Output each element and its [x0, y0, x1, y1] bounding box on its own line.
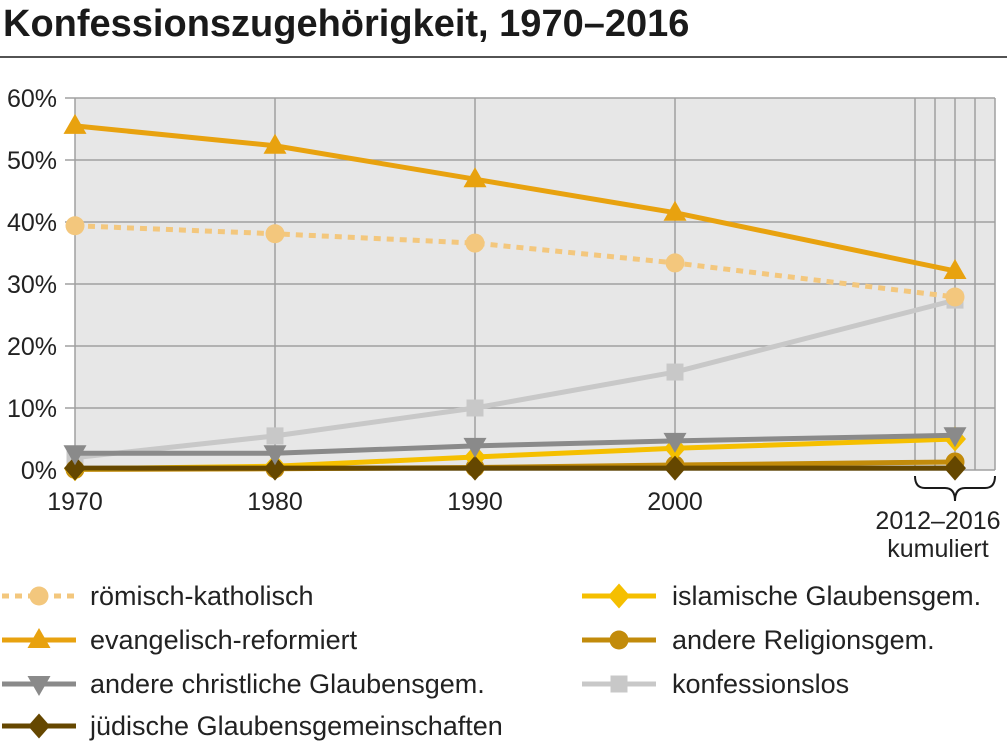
data-point-konfessionslos-3 — [666, 363, 684, 381]
chart-title: Konfessionszugehörigkeit, 1970–2016 — [3, 3, 689, 45]
legend-label-islamische-glaubensgem: islamische Glaubensgem. — [672, 581, 981, 611]
y-tick-label: 0% — [21, 457, 57, 485]
x-tick-label: 2000 — [647, 488, 703, 516]
data-point-juedische-glaubensgemeinschaften-4 — [944, 455, 966, 481]
period-brace — [914, 475, 996, 502]
data-point-andere-christliche-glaubensgem-0 — [63, 445, 87, 466]
y-axis: 0% 10% 20% 30% 40% 50% 60% — [7, 85, 57, 485]
data-point-roemisch-katholisch-1 — [265, 224, 285, 244]
legend-label-evangelisch-reformiert: evangelisch-reformiert — [90, 625, 358, 655]
legend-item-evangelisch-reformiert: evangelisch-reformiert — [2, 625, 358, 655]
y-tick-label: 50% — [7, 147, 57, 175]
y-tick-label: 40% — [7, 209, 57, 237]
series-roemisch-katholisch — [65, 216, 965, 307]
legend-item-andere-religionsgem: andere Religionsgem. — [582, 625, 935, 655]
x-period-note: kumuliert — [887, 535, 988, 563]
legend-item-roemisch-katholisch: römisch-katholisch — [2, 581, 314, 611]
x-tick-label: 1980 — [247, 488, 303, 516]
legend-item-islamische-glaubensgem: islamische Glaubensgem. — [582, 581, 981, 611]
legend-marker-islamische-glaubensgem — [608, 583, 630, 609]
data-point-konfessionslos-1 — [266, 427, 284, 445]
data-point-roemisch-katholisch-3 — [665, 253, 685, 273]
data-point-andere-christliche-glaubensgem-2 — [463, 437, 487, 458]
data-point-evangelisch-reformiert-2 — [463, 167, 487, 188]
legend-marker-andere-christliche-glaubensgem — [27, 676, 51, 696]
legend-item-konfessionslos: konfessionslos — [582, 669, 849, 699]
legend-item-andere-christliche-glaubensgem: andere christliche Glaubensgem. — [2, 669, 485, 699]
series-andere-christliche-glaubensgem — [63, 427, 967, 466]
legend-marker-konfessionslos — [610, 675, 628, 693]
data-point-juedische-glaubensgemeinschaften-2 — [464, 455, 486, 481]
y-tick-label: 20% — [7, 333, 57, 361]
legend-label-juedische-glaubensgemeinschaften: jüdische Glaubensgemeinschaften — [89, 711, 503, 741]
data-point-evangelisch-reformiert-0 — [63, 113, 87, 134]
data-point-roemisch-katholisch-2 — [465, 233, 485, 253]
data-point-andere-christliche-glaubensgem-3 — [663, 432, 687, 453]
data-point-evangelisch-reformiert-3 — [663, 200, 687, 221]
x-tick-label: 1990 — [447, 488, 503, 516]
series-evangelisch-reformiert — [63, 113, 967, 279]
legend-label-konfessionslos: konfessionslos — [672, 669, 849, 699]
series-line-roemisch-katholisch — [74, 223, 956, 300]
data-point-roemisch-katholisch-0 — [65, 216, 85, 236]
data-point-evangelisch-reformiert-4 — [943, 258, 967, 279]
series-juedische-glaubensgemeinschaften — [64, 455, 966, 481]
data-point-juedische-glaubensgemeinschaften-3 — [664, 455, 686, 481]
legend-label-andere-christliche-glaubensgem: andere christliche Glaubensgem. — [90, 669, 485, 699]
data-point-juedische-glaubensgemeinschaften-1 — [264, 455, 286, 481]
data-point-andere-christliche-glaubensgem-1 — [263, 445, 287, 466]
y-tick-label: 10% — [7, 395, 57, 423]
x-tick-label: 1970 — [47, 488, 103, 516]
legend-marker-evangelisch-reformiert — [27, 628, 51, 648]
data-point-konfessionslos-2 — [466, 399, 484, 417]
data-point-andere-christliche-glaubensgem-4 — [943, 427, 967, 448]
x-period-label: 2012–2016 — [875, 507, 1000, 535]
legend-label-andere-religionsgem: andere Religionsgem. — [672, 625, 935, 655]
data-point-juedische-glaubensgemeinschaften-0 — [64, 455, 86, 481]
legend-marker-juedische-glaubensgemeinschaften — [28, 713, 50, 739]
series-group — [63, 113, 967, 482]
legend-marker-roemisch-katholisch — [29, 586, 49, 606]
plot-area: 0% 10% 20% 30% 40% 50% 60% 1970 1980 1990 2000 201… — [7, 85, 1001, 563]
legend: römisch-katholisch evangelisch-reformiert… — [2, 581, 981, 741]
legend-label-roemisch-katholisch: römisch-katholisch — [90, 581, 314, 611]
data-point-roemisch-katholisch-4 — [945, 287, 965, 307]
y-tick-label: 60% — [7, 85, 57, 113]
y-tick-label: 30% — [7, 271, 57, 299]
data-point-evangelisch-reformiert-1 — [263, 133, 287, 154]
legend-marker-andere-religionsgem — [609, 630, 629, 650]
legend-item-juedische-glaubensgemeinschaften: jüdische Glaubensgemeinschaften — [2, 711, 503, 741]
